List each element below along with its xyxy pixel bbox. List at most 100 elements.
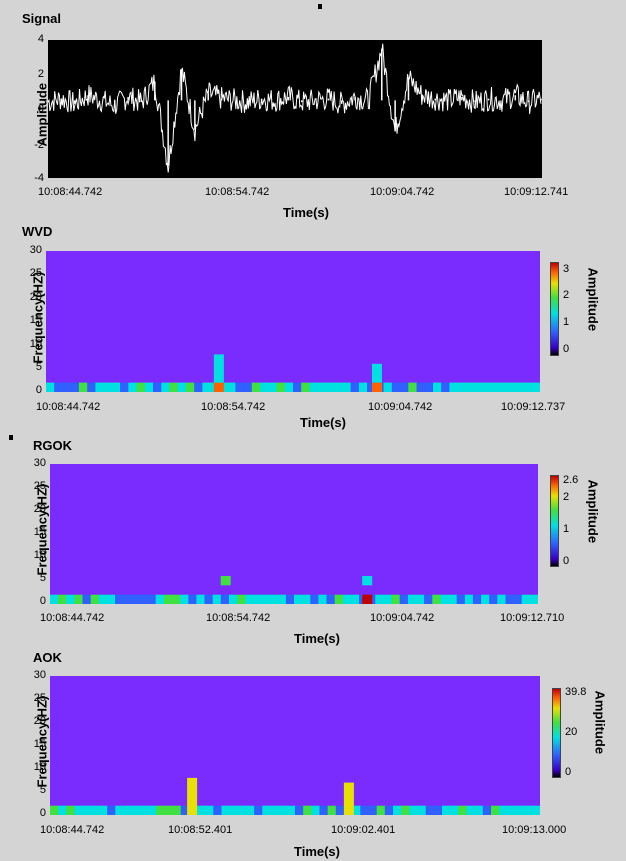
heatmap-cell: [433, 805, 443, 815]
heatmap-cell: [202, 382, 212, 392]
wvd-heatmap: [46, 251, 540, 392]
heatmap-cell: [456, 594, 466, 604]
rgok-cbar-tick: 0: [563, 555, 570, 567]
heatmap-cell: [301, 382, 310, 392]
heatmap-cell: [123, 594, 132, 604]
rgok-xtick: 10:08:54.742: [206, 612, 271, 624]
heatmap-cell: [441, 382, 450, 392]
heatmap-cell: [490, 382, 500, 392]
heatmap-cell: [481, 594, 490, 604]
heatmap-cell: [270, 805, 280, 815]
aok-ytick: 15: [33, 738, 46, 750]
heatmap-cell: [286, 805, 296, 815]
heatmap-cell: [327, 805, 337, 815]
heatmap-cell: [432, 594, 441, 604]
wvd-ytick: 5: [35, 361, 42, 373]
heatmap-cell: [90, 594, 100, 604]
wvd-ytick: 20: [29, 291, 42, 303]
heatmap-cell: [440, 594, 449, 604]
heatmap-cell: [131, 805, 141, 815]
heatmap-cell: [531, 382, 540, 392]
signal-ytick: -2: [34, 139, 44, 151]
signal-xtick: 10:08:54.742: [205, 186, 270, 198]
aok-heatmap: [50, 676, 540, 815]
heatmap-cell: [180, 594, 189, 604]
heatmap-cell: [228, 594, 238, 604]
heatmap-cell: [213, 805, 222, 815]
aok-title: AOK: [33, 650, 62, 665]
heatmap-cell: [111, 382, 121, 392]
heatmap-cell: [401, 805, 410, 815]
heatmap-cell: [90, 805, 100, 815]
heatmap-hotspot: [372, 382, 382, 392]
heatmap-cell: [284, 382, 294, 392]
heatmap-cell: [172, 594, 181, 604]
heatmap-cell: [246, 805, 255, 815]
rgok-title: RGOK: [33, 438, 72, 453]
signal-noise-trace: [48, 43, 542, 173]
heatmap-cell: [196, 594, 205, 604]
aok-ytick: 30: [33, 669, 46, 681]
aok-ytick: 5: [39, 784, 46, 796]
heatmap-cell: [489, 594, 498, 604]
heatmap-cell: [317, 382, 327, 392]
wvd-cbar-tick: 0: [563, 343, 570, 355]
heatmap-cell: [391, 382, 401, 392]
heatmap-cell: [416, 382, 426, 392]
heatmap-cell: [350, 594, 360, 604]
heatmap-cell: [82, 805, 92, 815]
heatmap-cell: [161, 382, 170, 392]
heatmap-cell: [505, 594, 515, 604]
heatmap-cell: [295, 805, 304, 815]
heatmap-cell: [197, 805, 206, 815]
heatmap-cell: [335, 805, 345, 815]
heatmap-cell: [458, 805, 467, 815]
heatmap-cell: [139, 805, 149, 815]
heatmap-cell: [319, 805, 329, 815]
wvd-cbar-tick: 2: [563, 289, 570, 301]
rgok-xtick: 10:08:44.742: [40, 612, 105, 624]
signal-plot: [48, 40, 542, 178]
aok-ytick: 10: [33, 761, 46, 773]
heatmap-cell: [424, 382, 434, 392]
heatmap-background: [50, 676, 540, 815]
heatmap-cell: [521, 594, 531, 604]
heatmap-cell: [515, 382, 524, 392]
heatmap-cell: [450, 805, 459, 815]
heatmap-hotspot: [213, 382, 224, 392]
rgok-xtick: 10:09:12.710: [500, 612, 565, 624]
heatmap-cell: [54, 382, 63, 392]
signal-ytick: 4: [37, 33, 44, 45]
rgok-cbar-tick: 2.6: [563, 474, 579, 486]
heatmap-cell: [194, 382, 203, 392]
heatmap-cell: [128, 382, 137, 392]
heatmap-cell: [268, 382, 277, 392]
heatmap-cell: [449, 382, 459, 392]
heatmap-cell: [360, 805, 369, 815]
heatmap-cell: [50, 594, 59, 604]
heatmap-cell: [498, 382, 508, 392]
rgok-colorbar-title: Amplitude: [585, 479, 601, 544]
heatmap-cell: [155, 594, 165, 604]
aok-cbar-tick: 0: [565, 766, 572, 778]
heatmap-cell: [482, 382, 492, 392]
heatmap-cell: [513, 594, 523, 604]
signal-xtick: 10:09:12.741: [504, 186, 569, 198]
heatmap-cell: [99, 805, 108, 815]
heatmap-cell: [227, 382, 236, 392]
heatmap-cell: [82, 594, 92, 604]
wvd-ytick: 30: [29, 244, 42, 256]
heatmap-cell: [261, 594, 271, 604]
heatmap-cell: [276, 382, 286, 392]
heatmap-cell: [120, 382, 129, 392]
heatmap-cell: [245, 594, 254, 604]
rgok-ytick: 5: [39, 572, 46, 584]
rgok-colorbar: [550, 475, 559, 567]
rgok-xtick: 10:09:04.742: [370, 612, 435, 624]
wvd-ytick: 10: [29, 338, 42, 350]
heatmap-cell: [153, 382, 162, 392]
heatmap-cell: [334, 594, 344, 604]
rgok-ytick: 20: [33, 503, 46, 515]
wvd-cbar-tick: 1: [563, 316, 570, 328]
heatmap-cell: [318, 594, 327, 604]
